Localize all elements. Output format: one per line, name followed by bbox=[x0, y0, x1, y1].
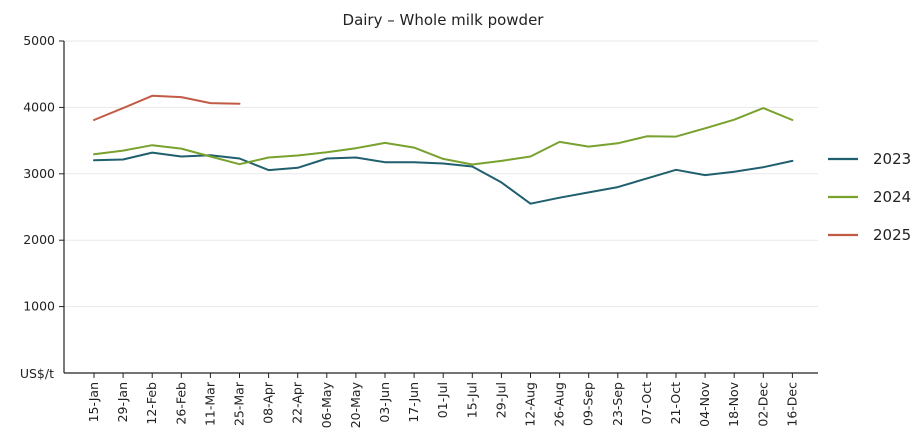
x-tick-label-06-May: 06-May bbox=[319, 381, 334, 428]
x-tick-label-11-Mar: 11-Mar bbox=[202, 381, 217, 426]
y-tick-label-1000: 1000 bbox=[23, 299, 55, 314]
x-tick-label-15-Jul: 15-Jul bbox=[464, 382, 479, 418]
x-tick-label-18-Nov: 18-Nov bbox=[726, 381, 741, 426]
x-tick-label-22-Apr: 22-Apr bbox=[290, 381, 305, 424]
legend-label-2023: 2023 bbox=[873, 150, 911, 168]
x-tick-label-26-Feb: 26-Feb bbox=[173, 382, 188, 425]
y-tick-label-2000: 2000 bbox=[23, 232, 55, 247]
x-tick-label-12-Aug: 12-Aug bbox=[523, 382, 538, 427]
x-tick-label-12-Feb: 12-Feb bbox=[144, 382, 159, 425]
legend-label-2024: 2024 bbox=[873, 188, 911, 206]
x-tick-label-17-Jun: 17-Jun bbox=[406, 382, 421, 423]
x-tick-label-29-Jan: 29-Jan bbox=[115, 382, 130, 422]
series-line-2024 bbox=[93, 107, 794, 166]
x-tick-label-08-Apr: 08-Apr bbox=[261, 381, 276, 424]
series-line-2025 bbox=[93, 94, 241, 121]
x-tick-label-29-Jul: 29-Jul bbox=[493, 382, 508, 418]
x-tick-label-20-May: 20-May bbox=[348, 381, 363, 428]
y-tick-label-3000: 3000 bbox=[23, 166, 55, 181]
y-tick-label-4000: 4000 bbox=[23, 99, 55, 114]
y-tick-label-5000: 5000 bbox=[23, 33, 55, 48]
grid bbox=[64, 40, 818, 308]
x-tick-label-01-Jul: 01-Jul bbox=[435, 382, 450, 418]
chart-title: Dairy – Whole milk powder bbox=[343, 11, 545, 29]
x-tick-label-09-Sep: 09-Sep bbox=[581, 382, 596, 426]
y-axis-label: US$/t bbox=[20, 366, 54, 381]
series-line-2023 bbox=[93, 151, 794, 205]
x-tick-label-23-Sep: 23-Sep bbox=[610, 382, 625, 426]
axes: 1000 2000 3000 4000 5000 US$/t 15-Jan 29-Jan 12-… bbox=[20, 33, 818, 428]
x-tick-label-21-Oct: 21-Oct bbox=[668, 382, 683, 424]
legend: 2023 2024 2025 bbox=[828, 150, 911, 244]
x-tick-label-03-Jun: 03-Jun bbox=[377, 382, 392, 423]
legend-label-2025: 2025 bbox=[873, 226, 911, 244]
x-tick-label-04-Nov: 04-Nov bbox=[697, 381, 712, 426]
series-layer bbox=[93, 94, 794, 205]
x-tick-label-26-Aug: 26-Aug bbox=[552, 382, 567, 427]
x-tick-label-16-Dec: 16-Dec bbox=[784, 382, 799, 427]
x-tick-label-07-Oct: 07-Oct bbox=[639, 382, 654, 424]
x-tick-label-15-Jan: 15-Jan bbox=[86, 382, 101, 422]
x-tick-label-25-Mar: 25-Mar bbox=[232, 381, 247, 426]
x-tick-label-02-Dec: 02-Dec bbox=[755, 382, 770, 427]
